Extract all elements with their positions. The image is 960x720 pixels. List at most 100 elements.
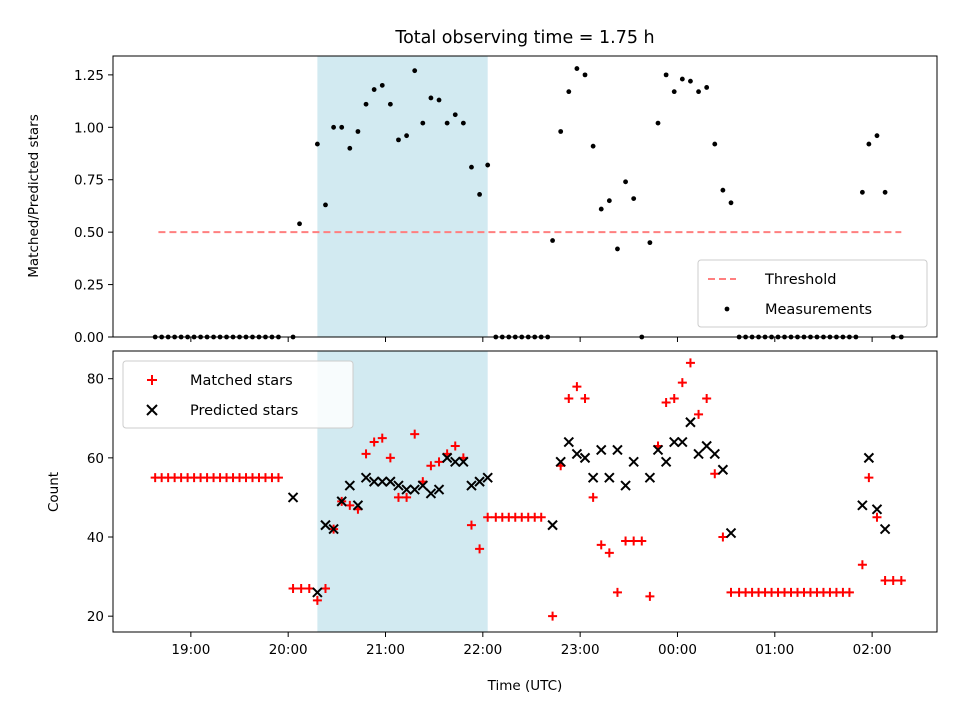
matched-stars-point (434, 457, 444, 467)
matched-stars-point (596, 540, 606, 550)
matched-stars-point (685, 358, 695, 368)
matched-stars-point (304, 583, 314, 593)
predicted-stars-point (701, 440, 712, 452)
predicted-stars-point (287, 492, 299, 503)
predicted-stars-point (871, 504, 883, 515)
predicted-stars-point (604, 472, 615, 483)
matched-stars-point (588, 492, 598, 502)
predicted-stars-point (596, 444, 607, 456)
measurements-point (558, 129, 564, 134)
predicted-stars-point (563, 436, 575, 448)
predicted-stars-point (677, 436, 688, 448)
x-tick-label: 20:00 (269, 642, 308, 658)
matched-stars-point (536, 512, 546, 522)
matched-stars-point (629, 536, 639, 546)
chart-title: Total observing time = 1.75 h (394, 28, 654, 48)
predicted-stars-point (717, 464, 729, 475)
predicted-stars-point (587, 472, 599, 483)
measurements-point (720, 187, 726, 193)
matched-stars-point (645, 591, 655, 601)
ratio-shaded-interval (317, 56, 488, 337)
measurements-point (412, 68, 418, 74)
ratio-panel: 0.00 0.25 0.50 0.75 1.00 1.25 Matched/Predict… (26, 55, 938, 346)
measurements-point (728, 200, 734, 206)
predicted-stars-point (693, 448, 704, 460)
matched-stars-point (312, 595, 322, 605)
measurements-point (655, 120, 661, 126)
measurements-point (371, 87, 377, 92)
predicted-stars-point (466, 480, 477, 491)
matched-stars-point (296, 583, 306, 593)
x-tick-label: 22:00 (463, 642, 502, 658)
measurements-point (606, 198, 612, 204)
predicted-stars-point (312, 587, 323, 598)
matched-stars-point (580, 393, 590, 403)
ratio-legend: Threshold Measurements (697, 259, 928, 328)
predicted-stars-point (652, 444, 664, 456)
predicted-stars-point (579, 452, 591, 464)
measurements-point (477, 192, 482, 197)
counts-panel: 19:00 20:00 21:00 22:00 23:00 00:00 01:00 02:00… (46, 350, 938, 694)
predicted-stars-point (709, 448, 720, 460)
measurements-point (444, 120, 450, 126)
measurements-point (663, 72, 669, 78)
matched-stars-point (710, 469, 720, 479)
measurements-point (696, 89, 701, 95)
measurements-point (331, 124, 336, 130)
predicted-stars-point (385, 476, 396, 487)
predicted-stars-point (547, 519, 558, 531)
predicted-stars-point (360, 472, 372, 483)
measurements-point (688, 78, 693, 84)
measurements-point (314, 141, 320, 147)
measurements-point (623, 179, 628, 185)
y-tick-label: 20 (87, 609, 104, 625)
matched-stars-point (475, 544, 485, 554)
predicted-stars-point (409, 484, 420, 495)
matched-stars-point (564, 393, 574, 403)
measurements-point (704, 85, 710, 90)
predicted-stars-point (660, 456, 672, 468)
y-tick-label: 1.25 (74, 68, 104, 84)
matched-stars-point (702, 393, 712, 403)
y-tick-label: 80 (87, 372, 104, 388)
x-tick-label: 00:00 (658, 642, 697, 658)
matched-stars-point (888, 576, 898, 586)
x-tick-label: 19:00 (171, 642, 210, 658)
legend-box (122, 360, 354, 429)
legend-label: Predicted stars (190, 403, 298, 419)
legend-label: Matched stars (190, 373, 293, 389)
predicted-stars-point (863, 452, 875, 464)
measurements-point (866, 141, 872, 147)
matched-stars-point (872, 512, 882, 522)
predicted-stars-point (725, 527, 737, 539)
ratio-y-axis-label: Matched/Predicted stars (26, 114, 42, 277)
matched-stars-point (385, 453, 395, 463)
matched-stars-point (694, 409, 704, 419)
measurements-point (574, 66, 580, 71)
matched-stars-point (726, 587, 736, 597)
measurements-point (347, 145, 353, 151)
legend-swatch (724, 306, 730, 312)
predicted-stars-point (857, 500, 868, 511)
predicted-stars-point (328, 523, 339, 535)
predicted-stars-point (474, 476, 485, 487)
predicted-stars-point (433, 484, 445, 495)
matched-stars-point (402, 492, 412, 502)
predicted-stars-point (393, 480, 404, 491)
measurements-point (469, 164, 474, 170)
matched-stars-point (393, 492, 403, 502)
measurements-point (396, 137, 401, 143)
predicted-stars-point (377, 476, 388, 487)
measurements-point (712, 141, 718, 147)
predicted-stars-point (482, 472, 493, 483)
matched-stars-point (483, 512, 493, 522)
measurements-point (679, 76, 685, 82)
predicted-stars-point (344, 480, 356, 491)
matched-stars-point (548, 611, 558, 621)
y-tick-label: 1.00 (74, 120, 104, 136)
x-tick-label: 01:00 (755, 642, 794, 658)
measurements-point (590, 143, 596, 149)
matched-stars-point (410, 429, 420, 439)
y-tick-label: 0.75 (74, 173, 104, 189)
